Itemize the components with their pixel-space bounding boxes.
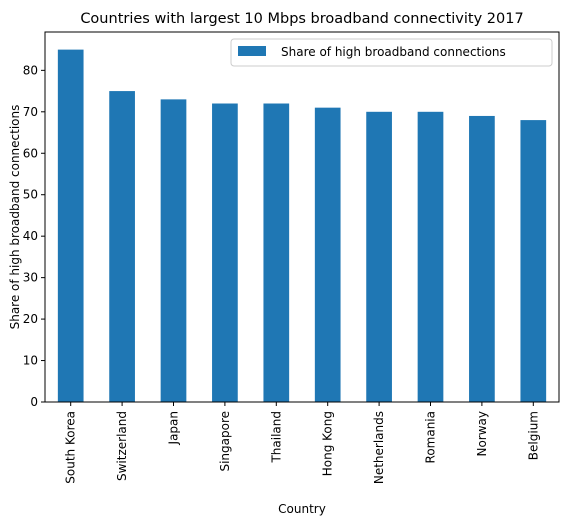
y-axis-label: Share of high broadband connections — [8, 105, 22, 330]
chart-title: Countries with largest 10 Mbps broadband… — [80, 11, 523, 27]
bar-norway — [469, 115, 495, 402]
bar-singapore — [212, 103, 238, 402]
bar-switzerland — [109, 91, 135, 402]
x-tick-label: Switzerland — [115, 411, 129, 481]
x-tick-label: Belgium — [526, 411, 540, 460]
x-tick-label: Singapore — [218, 411, 232, 472]
bar-japan — [160, 99, 187, 403]
x-tick-label: Romania — [424, 411, 438, 463]
bar-thailand — [263, 103, 290, 402]
bar-romania — [417, 111, 444, 403]
x-tick-label: Netherlands — [372, 411, 386, 484]
x-axis-ticks: South Korea Switzerland Japan Singapore Thai… — [64, 402, 540, 484]
y-tick-label: 10 — [23, 354, 38, 368]
x-axis-label: Country — [278, 502, 326, 516]
y-axis-ticks: 0 10 20 30 40 50 60 70 80 — [23, 63, 45, 409]
x-tick-label: Hong Kong — [321, 411, 335, 476]
bars-group — [57, 49, 547, 403]
y-tick-label: 40 — [23, 229, 38, 243]
plot-area-frame — [44, 31, 560, 403]
bar-belgium — [520, 120, 547, 402]
y-tick-label: 20 — [23, 312, 38, 326]
x-tick-label: Norway — [475, 411, 489, 457]
y-tick-label: 80 — [23, 63, 38, 77]
y-tick-label: 60 — [23, 146, 38, 160]
x-tick-label: South Korea — [64, 411, 78, 484]
x-tick-label: Japan — [167, 411, 181, 445]
bar-south-korea — [57, 49, 84, 403]
y-tick-label: 70 — [23, 105, 38, 119]
legend-label: Share of high broadband connections — [281, 45, 506, 59]
legend-box — [230, 38, 553, 67]
legend-swatch — [238, 46, 266, 56]
x-tick-label: Thailand — [269, 411, 283, 464]
y-tick-label: 0 — [30, 395, 38, 409]
y-tick-label: 30 — [23, 271, 38, 285]
bar-netherlands — [366, 111, 392, 403]
legend: Share of high broadband connections — [230, 38, 553, 67]
bar-hong-kong — [314, 107, 341, 402]
y-tick-label: 50 — [23, 188, 38, 202]
